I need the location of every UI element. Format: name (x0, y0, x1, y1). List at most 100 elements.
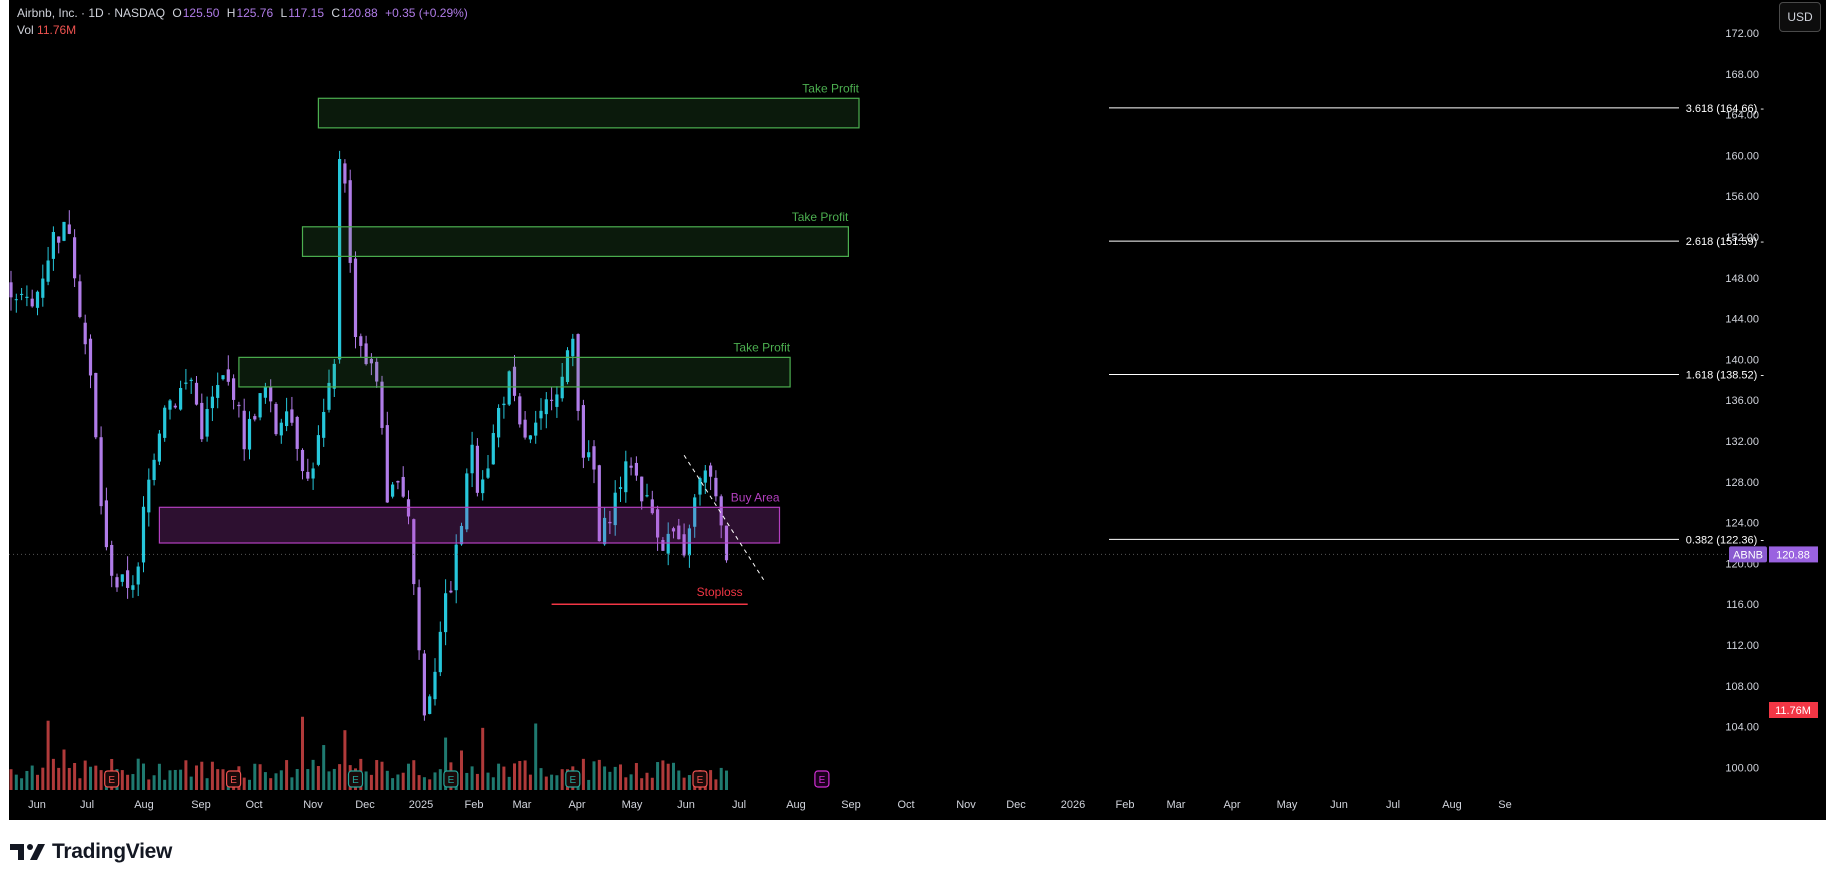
volume-value: 11.76M (37, 23, 77, 37)
volume-bar (629, 774, 633, 790)
volume-bar (428, 779, 432, 790)
x-tick-label: Feb (465, 799, 484, 811)
candle-body (41, 278, 45, 298)
candle-body (698, 478, 702, 495)
candle-body (57, 236, 61, 243)
earnings-icon[interactable] (565, 770, 581, 788)
take-profit-zone[interactable] (238, 356, 791, 388)
candle-body (661, 540, 665, 551)
volume-bar (51, 758, 55, 790)
candle-body (401, 476, 405, 497)
candle-body (327, 382, 331, 410)
candle-body (120, 574, 124, 582)
volume-bar (89, 766, 92, 790)
y-tick-label: 160.00 (1725, 150, 1759, 162)
volume-bar (592, 761, 596, 790)
volume-bar (544, 776, 548, 790)
volume-bar (269, 778, 273, 790)
volume-bar (640, 778, 644, 790)
candle-body (523, 419, 527, 438)
candle-body (608, 521, 612, 524)
earnings-icon[interactable] (692, 770, 708, 788)
buy-area-zone[interactable] (158, 506, 781, 544)
chart-area[interactable]: 172.00 168.00 164.00 160.00 156.00 152.00 148.… (9, 0, 1826, 820)
volume-bar (306, 769, 310, 790)
low-value: 117.15 (288, 6, 324, 20)
candle-body (163, 407, 167, 438)
volume-bar (422, 777, 426, 790)
volume-bar (332, 768, 336, 790)
volume-bar (168, 770, 172, 790)
candle-body (338, 158, 342, 360)
price-chart[interactable]: 172.00 168.00 164.00 160.00 156.00 152.00 148.… (9, 0, 1826, 820)
volume-bar (364, 771, 368, 790)
earnings-icon-label: E (697, 775, 704, 786)
candle-body (380, 381, 384, 428)
candle-body (184, 382, 188, 384)
take-profit-zone[interactable] (301, 226, 850, 257)
volume-bar (221, 769, 225, 790)
y-tick-label: 108.00 (1725, 681, 1759, 693)
earnings-icon[interactable] (104, 770, 120, 788)
volume-bar (67, 767, 71, 790)
y-tick-label: 104.00 (1725, 722, 1759, 734)
x-tick-label: May (1277, 799, 1298, 811)
volume-bar (470, 766, 474, 790)
candle-body (274, 403, 278, 435)
symbol-title[interactable]: Airbnb, Inc. · 1D · NASDAQ (17, 6, 166, 20)
candle-body (412, 519, 416, 585)
candle-body (51, 232, 55, 259)
candle-body (645, 495, 649, 497)
volume-bar (401, 772, 405, 790)
volume-bar (407, 763, 410, 790)
take-profit-zone[interactable] (317, 97, 860, 129)
candle-body (279, 422, 283, 436)
candle-body (555, 394, 559, 407)
volume-bar (210, 761, 214, 790)
volume-bar (682, 777, 686, 790)
volume-bar (258, 764, 262, 790)
currency-button[interactable]: USD (1779, 2, 1821, 32)
volume-bar (131, 774, 135, 790)
candle-body (30, 298, 34, 307)
volume-bar (433, 772, 437, 790)
candle-body (571, 338, 575, 357)
candle-body (110, 544, 114, 576)
x-tick-label: Aug (1442, 799, 1462, 811)
volume-bar (677, 770, 681, 790)
candle-body (624, 461, 628, 493)
symbol-price-tag[interactable] (1729, 546, 1767, 563)
volume-bar (152, 775, 156, 790)
volume-bar (73, 762, 77, 790)
volume-bar (396, 774, 400, 790)
candle-body (263, 387, 267, 398)
volume-bar (539, 768, 543, 790)
trendline[interactable] (683, 455, 765, 580)
candle-body (141, 506, 146, 563)
low-label: L (280, 6, 288, 20)
earnings-icon[interactable] (226, 770, 242, 788)
y-tick-label: 132.00 (1725, 436, 1759, 448)
volume-bar (189, 776, 193, 790)
candle-body (67, 224, 71, 234)
volume-bar (200, 761, 204, 790)
y-tick-label: 140.00 (1725, 354, 1759, 366)
candle-body (73, 237, 77, 279)
volume-bar (666, 763, 670, 790)
earnings-icon-label: E (108, 775, 115, 786)
x-tick-label: Jul (1386, 799, 1400, 811)
earnings-icon-label: E (819, 775, 826, 786)
candle-body (502, 403, 506, 406)
last-price-tag[interactable] (1769, 546, 1818, 563)
last-price-value: 120.88 (1776, 549, 1810, 561)
candle-body (194, 382, 199, 405)
candle-body (687, 528, 691, 556)
volume-bar (274, 773, 278, 790)
earnings-icon[interactable] (814, 770, 830, 788)
earnings-icon[interactable] (443, 770, 459, 788)
high-value: 125.76 (236, 6, 274, 20)
candle-body (88, 338, 93, 376)
candle-body (666, 533, 670, 554)
earnings-icon[interactable] (347, 770, 364, 788)
tradingview-logo[interactable]: TradingView (10, 840, 172, 864)
